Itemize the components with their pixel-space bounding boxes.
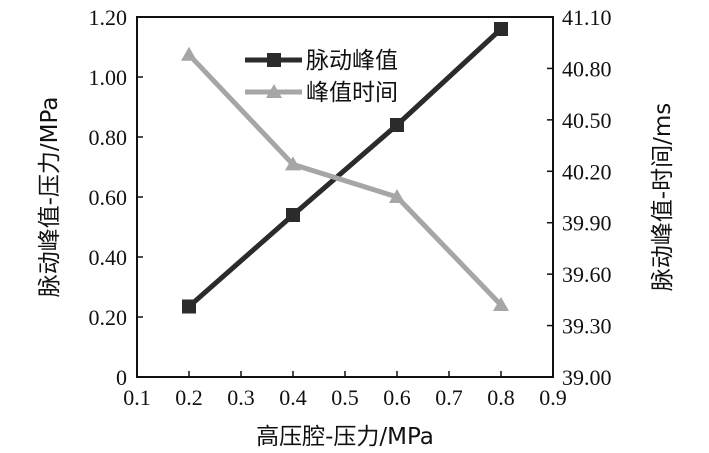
x-tick-label: 0.4 [279,385,307,410]
left-y-tick-label: 1.00 [89,65,128,90]
series-layer [181,22,509,314]
x-tick-label: 0.3 [227,385,255,410]
legend: 脉动峰值 峰值时间 [245,48,398,106]
x-tick-label: 0.8 [487,385,515,410]
right-y-tick-label: 39.60 [562,262,612,287]
data-point-triangle [181,46,197,61]
x-tick-label: 0.7 [435,385,463,410]
right-y-tick-label: 39.00 [562,365,612,390]
data-point-triangle [285,156,301,171]
left-y-axis-title: 脉动峰值-压力/MPa [37,97,63,298]
right-y-tick-label: 40.50 [562,108,612,133]
series-line-1 [187,52,503,307]
left-y-tick-label: 0 [116,365,127,390]
data-point-square [182,299,196,314]
right-y-axis-ticks: 39.00 39.30 39.60 39.90 40.20 40.50 40.80 41.10 [547,5,612,390]
plot-area: 0.1 0.2 0.3 0.4 0.5 0.6 0.7 0.8 0.9 0 0.20 0.40 0.6… [89,5,612,410]
right-y-tick-label: 40.80 [562,56,612,81]
right-y-tick-label: 39.30 [562,314,612,339]
legend-marker-triangle [266,84,282,98]
x-tick-label: 0.5 [331,385,359,410]
data-point-square [286,208,300,222]
x-tick-label: 0.1 [123,385,151,410]
right-y-tick-label: 40.20 [562,159,612,184]
legend-entry-pulse-peak: 脉动峰值 [245,48,398,74]
x-tick-label: 0.9 [539,385,567,410]
data-point-square [494,22,508,36]
right-y-tick-label: 41.10 [562,5,612,30]
legend-marker-square [267,53,281,67]
left-y-tick-label: 0.60 [89,185,128,210]
left-y-tick-label: 0.40 [89,245,128,270]
x-tick-label: 0.2 [175,385,203,410]
right-y-axis-title: 脉动峰值-时间/ms [650,103,676,291]
legend-label-pulse-peak: 脉动峰值 [306,48,398,74]
legend-entry-peak-time: 峰值时间 [245,80,398,106]
x-axis-title: 高压腔-压力/MPa [256,424,434,450]
right-y-tick-label: 39.90 [562,211,612,236]
data-point-triangle [389,189,405,203]
data-point-triangle [493,297,509,311]
x-axis-ticks: 0.1 0.2 0.3 0.4 0.5 0.6 0.7 0.8 0.9 [123,371,567,410]
data-point-square [390,118,404,132]
left-y-tick-label: 0.20 [89,305,128,330]
left-y-tick-label: 0.80 [89,125,128,150]
legend-label-peak-time: 峰值时间 [306,80,398,106]
left-y-axis-ticks: 0 0.20 0.40 0.60 0.80 1.00 1.20 [89,5,143,390]
series-line-0 [187,27,503,309]
x-tick-label: 0.6 [383,385,411,410]
left-y-tick-label: 1.20 [89,5,128,30]
